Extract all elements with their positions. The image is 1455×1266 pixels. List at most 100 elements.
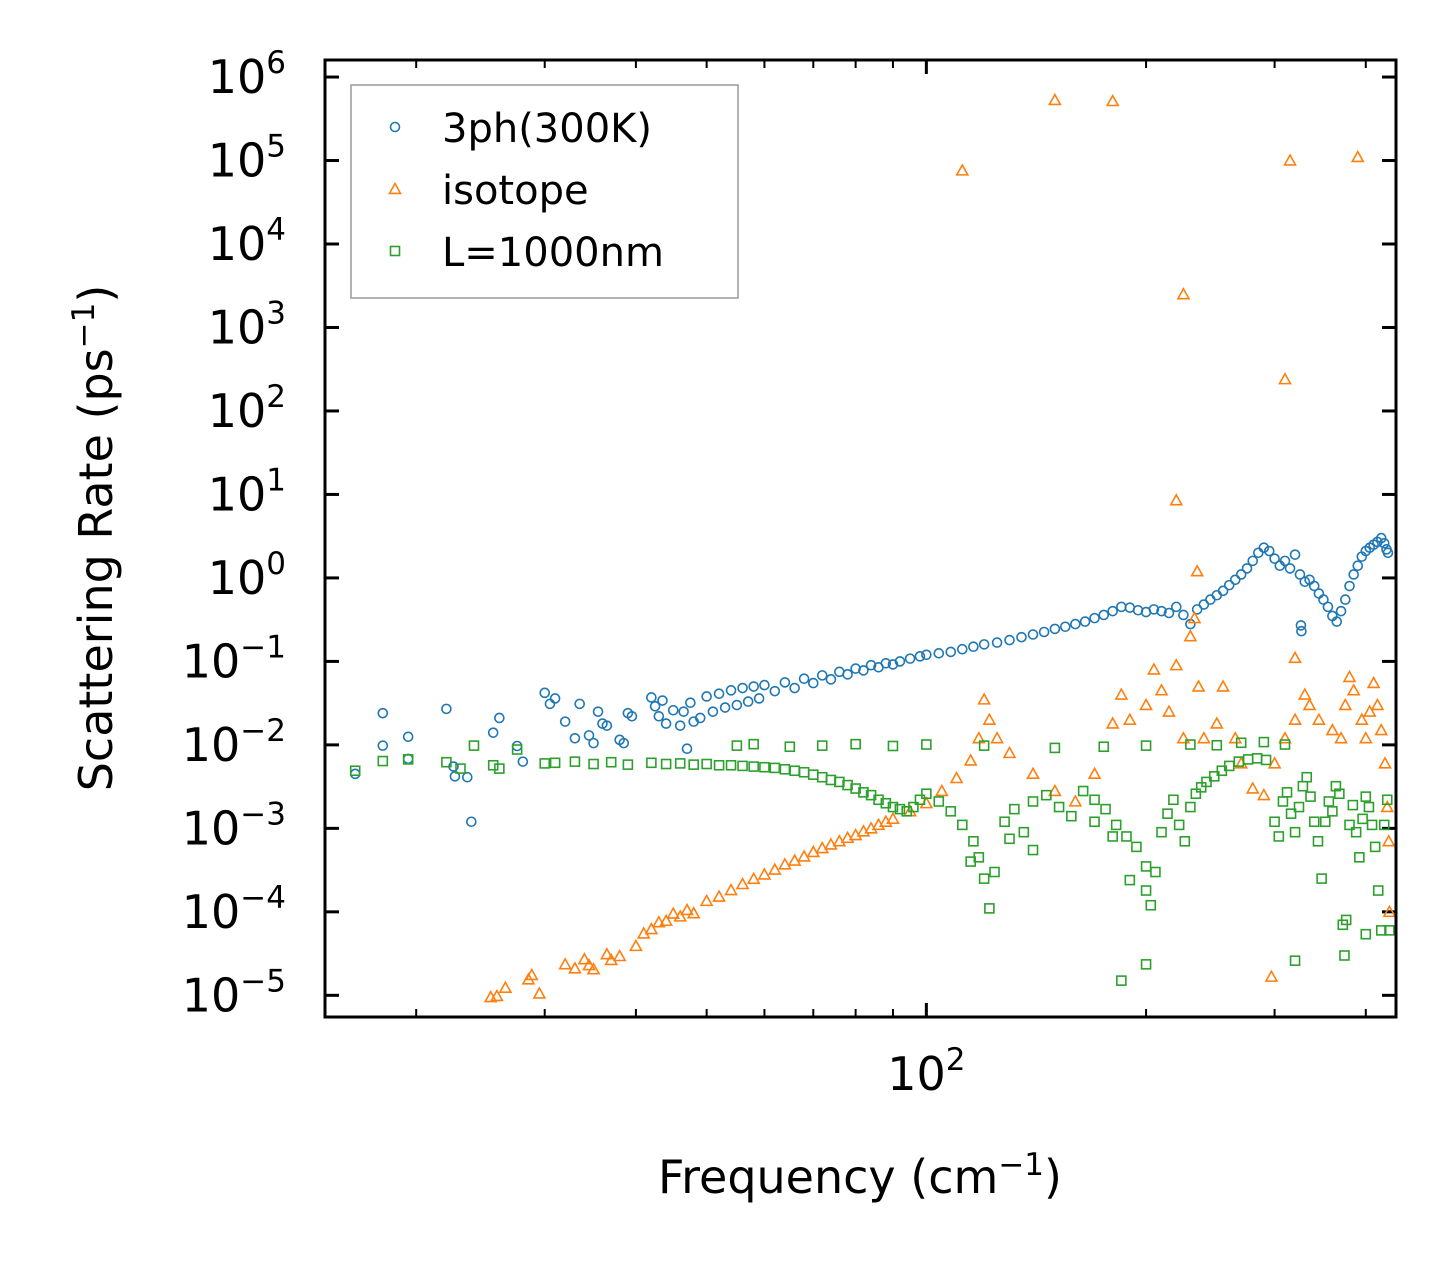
x-tick-label: 102: [887, 1042, 965, 1101]
data-point-circle: [1331, 616, 1343, 627]
data-point-square: [494, 763, 505, 774]
data-point-circle: [539, 687, 551, 699]
data-point-square: [1269, 816, 1280, 828]
data-point-circle: [601, 720, 613, 731]
data-point-triangle: [1105, 716, 1120, 729]
data-point-square: [1384, 925, 1395, 936]
data-point-square: [1179, 835, 1191, 847]
data-point-square: [1185, 739, 1196, 750]
data-point-circle: [1375, 532, 1387, 544]
data-point-circle: [1247, 555, 1259, 567]
data-point-triangle: [934, 783, 949, 797]
data-point-square: [402, 754, 414, 765]
y-tick-label: 100: [208, 546, 286, 605]
data-point-triangle: [1197, 731, 1211, 744]
data-point-triangle: [582, 957, 596, 971]
data-point-circle: [1211, 589, 1223, 601]
data-point-circle: [1299, 576, 1311, 588]
data-point-triangle: [797, 849, 811, 862]
data-point-circle: [798, 673, 810, 685]
data-point-square: [622, 759, 634, 770]
data-point-triangle: [1169, 658, 1184, 671]
data-point-square: [842, 779, 853, 791]
data-point-triangle: [577, 952, 592, 965]
data-point-triangle: [778, 857, 792, 870]
data-point-circle: [865, 659, 877, 671]
data-point-square: [1319, 816, 1331, 828]
data-point-square: [1258, 736, 1270, 748]
data-point-circle: [1004, 634, 1015, 646]
data-point-square: [1162, 808, 1173, 819]
data-point-triangle: [1191, 679, 1206, 692]
data-point-triangle: [1256, 787, 1271, 801]
data-point-triangle: [1002, 745, 1017, 759]
data-point-circle: [1116, 601, 1127, 613]
data-point-square: [921, 788, 932, 800]
data-point-circle: [1205, 594, 1216, 605]
data-point-square: [978, 873, 990, 884]
x-axis-title: Frequency (cm−1): [658, 1147, 1062, 1204]
legend-label: L=1000nm: [442, 230, 664, 276]
data-point-triangle: [1278, 731, 1292, 744]
data-point-triangle: [977, 692, 992, 705]
legend: 3ph(300K) isotope L=1000nm: [350, 84, 739, 299]
data-point-triangle: [1283, 153, 1297, 166]
data-point-square: [1077, 785, 1089, 797]
data-point-circle: [1289, 549, 1301, 560]
data-point-triangle: [1362, 704, 1377, 717]
data-point-circle: [1308, 580, 1320, 592]
data-point-square: [1354, 852, 1365, 863]
legend-marker-triangle: [388, 181, 402, 195]
data-point-triangle: [1350, 149, 1365, 163]
data-point-circle: [660, 718, 672, 729]
data-point-triangle: [1048, 783, 1062, 797]
data-point-square: [1327, 806, 1338, 817]
data-point-circle: [858, 665, 869, 676]
series-circle: [349, 532, 1394, 828]
data-point-circle: [1269, 553, 1280, 564]
data-point-circle: [657, 695, 668, 706]
data-point-triangle: [629, 938, 643, 952]
data-point-square: [569, 756, 581, 767]
data-point-circle: [694, 712, 706, 724]
data-point-square: [731, 740, 743, 751]
legend-marker-circle: [389, 121, 401, 133]
data-point-triangle: [1105, 93, 1120, 107]
data-point-square: [605, 756, 617, 768]
data-point-square: [989, 866, 1000, 878]
data-point-square: [713, 759, 725, 771]
data-point-triangle: [532, 986, 547, 999]
data-point-circle: [1279, 555, 1291, 567]
data-point-triangle: [1183, 629, 1198, 642]
data-point-square: [968, 835, 979, 847]
data-point-square: [984, 903, 995, 914]
data-point-square: [1211, 739, 1223, 751]
data-point-square: [816, 740, 828, 751]
data-point-circle: [1059, 621, 1071, 633]
data-point-circle: [1263, 545, 1275, 557]
data-point-triangle: [1288, 712, 1302, 725]
data-point-triangle: [1087, 766, 1102, 780]
data-point-circle: [707, 706, 719, 717]
data-point-circle: [1079, 616, 1091, 627]
data-point-square: [1156, 826, 1167, 838]
data-point-triangle: [490, 988, 504, 1002]
data-point-circle: [914, 651, 926, 662]
data-point-square: [487, 759, 499, 771]
y-tick-label: 103: [208, 295, 286, 354]
data-point-circle: [1296, 625, 1307, 637]
data-point-circle: [737, 682, 748, 694]
data-point-triangle: [1381, 834, 1396, 847]
data-point-square: [1140, 861, 1152, 872]
data-point-triangle: [524, 967, 539, 981]
data-point-triangle: [659, 913, 673, 927]
data-point-square: [858, 787, 869, 798]
data-point-circle: [653, 710, 665, 722]
data-point-square: [1185, 801, 1196, 813]
data-point-triangle: [1162, 704, 1176, 717]
data-point-square: [1066, 810, 1077, 822]
data-point-circle: [1335, 605, 1347, 617]
data-point-triangle: [1346, 683, 1361, 696]
data-point-triangle: [1267, 756, 1282, 769]
